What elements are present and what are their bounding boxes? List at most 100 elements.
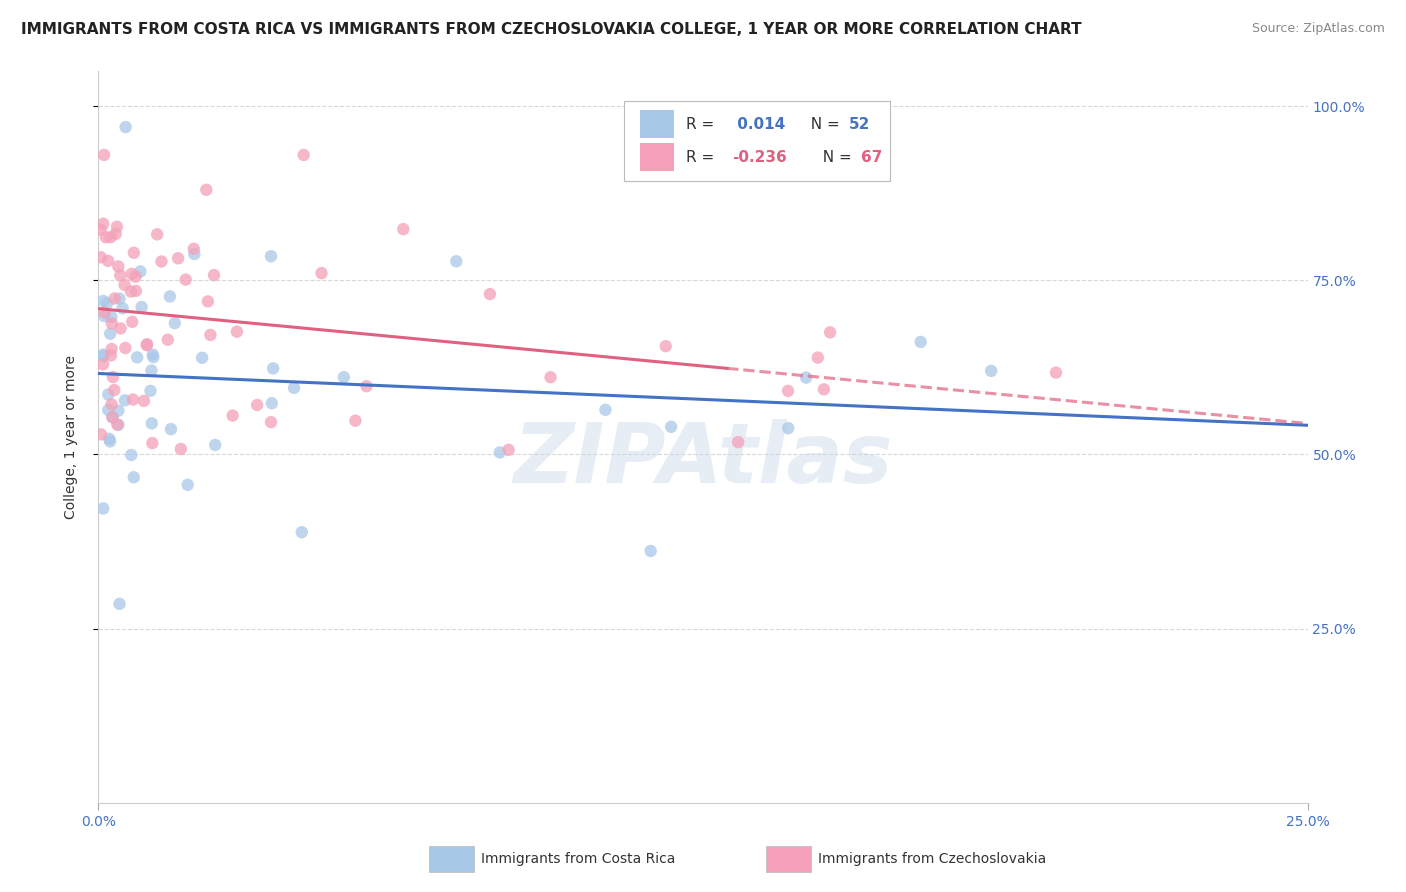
Point <box>122 470 145 484</box>
Point <box>90 223 112 237</box>
Point <box>98 326 121 341</box>
Point <box>1045 366 1067 380</box>
Point <box>659 419 682 434</box>
Point <box>142 350 165 364</box>
Point <box>176 478 198 492</box>
Point <box>103 383 125 397</box>
Point <box>93 148 115 162</box>
Point <box>260 415 283 429</box>
Bar <box>640 111 673 138</box>
Point <box>121 315 143 329</box>
Text: R =: R = <box>686 117 720 132</box>
Point <box>488 445 510 459</box>
Point <box>139 384 162 398</box>
Point <box>97 253 120 268</box>
Point <box>163 316 186 330</box>
Point <box>105 417 128 432</box>
Point <box>91 357 114 371</box>
Point <box>595 402 617 417</box>
Bar <box>640 144 673 171</box>
Point <box>108 597 131 611</box>
Point <box>125 284 148 298</box>
Point <box>96 296 118 310</box>
Point <box>97 387 120 401</box>
Point <box>114 393 136 408</box>
FancyBboxPatch shape <box>624 101 890 181</box>
Point <box>156 333 179 347</box>
Point <box>90 250 112 264</box>
Point <box>108 292 131 306</box>
Point <box>262 361 284 376</box>
Point <box>813 383 835 397</box>
Point <box>114 277 136 292</box>
Point <box>132 393 155 408</box>
Point <box>183 247 205 261</box>
Point <box>136 337 159 351</box>
Point <box>107 417 129 432</box>
Point <box>120 448 142 462</box>
Point <box>110 268 132 283</box>
Point <box>135 338 157 352</box>
Text: Source: ZipAtlas.com: Source: ZipAtlas.com <box>1251 22 1385 36</box>
Point <box>91 349 114 363</box>
Point <box>778 421 800 435</box>
Point <box>392 222 415 236</box>
Point <box>292 148 315 162</box>
Point <box>174 272 197 286</box>
Point <box>93 309 115 323</box>
Point <box>141 417 163 431</box>
Point <box>727 435 749 450</box>
Point <box>446 254 468 268</box>
Point <box>260 249 283 263</box>
Point <box>131 300 153 314</box>
Text: N =: N = <box>801 117 845 132</box>
Point <box>478 287 501 301</box>
Point <box>121 267 143 281</box>
Point <box>98 434 121 449</box>
Point <box>980 364 1002 378</box>
Point <box>98 432 121 446</box>
Point <box>225 325 247 339</box>
Point <box>195 183 218 197</box>
Point <box>90 427 112 442</box>
Point <box>202 268 225 282</box>
Point <box>807 351 830 365</box>
Point <box>246 398 269 412</box>
Point <box>91 293 114 308</box>
Point <box>120 285 142 299</box>
Point <box>794 370 817 384</box>
Point <box>191 351 214 365</box>
Point <box>260 396 283 410</box>
Point <box>100 310 122 324</box>
Text: Immigrants from Czechoslovakia: Immigrants from Czechoslovakia <box>818 852 1046 866</box>
Point <box>142 348 165 362</box>
Point <box>498 442 520 457</box>
Point <box>122 392 145 407</box>
Text: IMMIGRANTS FROM COSTA RICA VS IMMIGRANTS FROM CZECHOSLOVAKIA COLLEGE, 1 YEAR OR : IMMIGRANTS FROM COSTA RICA VS IMMIGRANTS… <box>21 22 1081 37</box>
Point <box>159 289 181 303</box>
Point <box>94 230 117 244</box>
Point <box>221 409 243 423</box>
Point <box>93 305 115 319</box>
Text: N =: N = <box>813 150 856 165</box>
Point <box>105 219 128 234</box>
Text: ZIPAtlas: ZIPAtlas <box>513 418 893 500</box>
Point <box>183 242 205 256</box>
Point <box>204 438 226 452</box>
Point <box>101 317 124 331</box>
Point <box>101 410 124 425</box>
Point <box>110 321 132 335</box>
Point <box>818 326 841 340</box>
Point <box>344 414 367 428</box>
Point <box>104 292 127 306</box>
Point <box>101 410 124 425</box>
Text: 67: 67 <box>862 150 883 165</box>
Point <box>655 339 678 353</box>
Point <box>160 422 183 436</box>
Point <box>170 442 193 456</box>
Y-axis label: College, 1 year or more: College, 1 year or more <box>63 355 77 519</box>
Point <box>97 403 120 417</box>
Point <box>167 252 190 266</box>
Point <box>291 525 314 540</box>
Point <box>146 227 169 242</box>
